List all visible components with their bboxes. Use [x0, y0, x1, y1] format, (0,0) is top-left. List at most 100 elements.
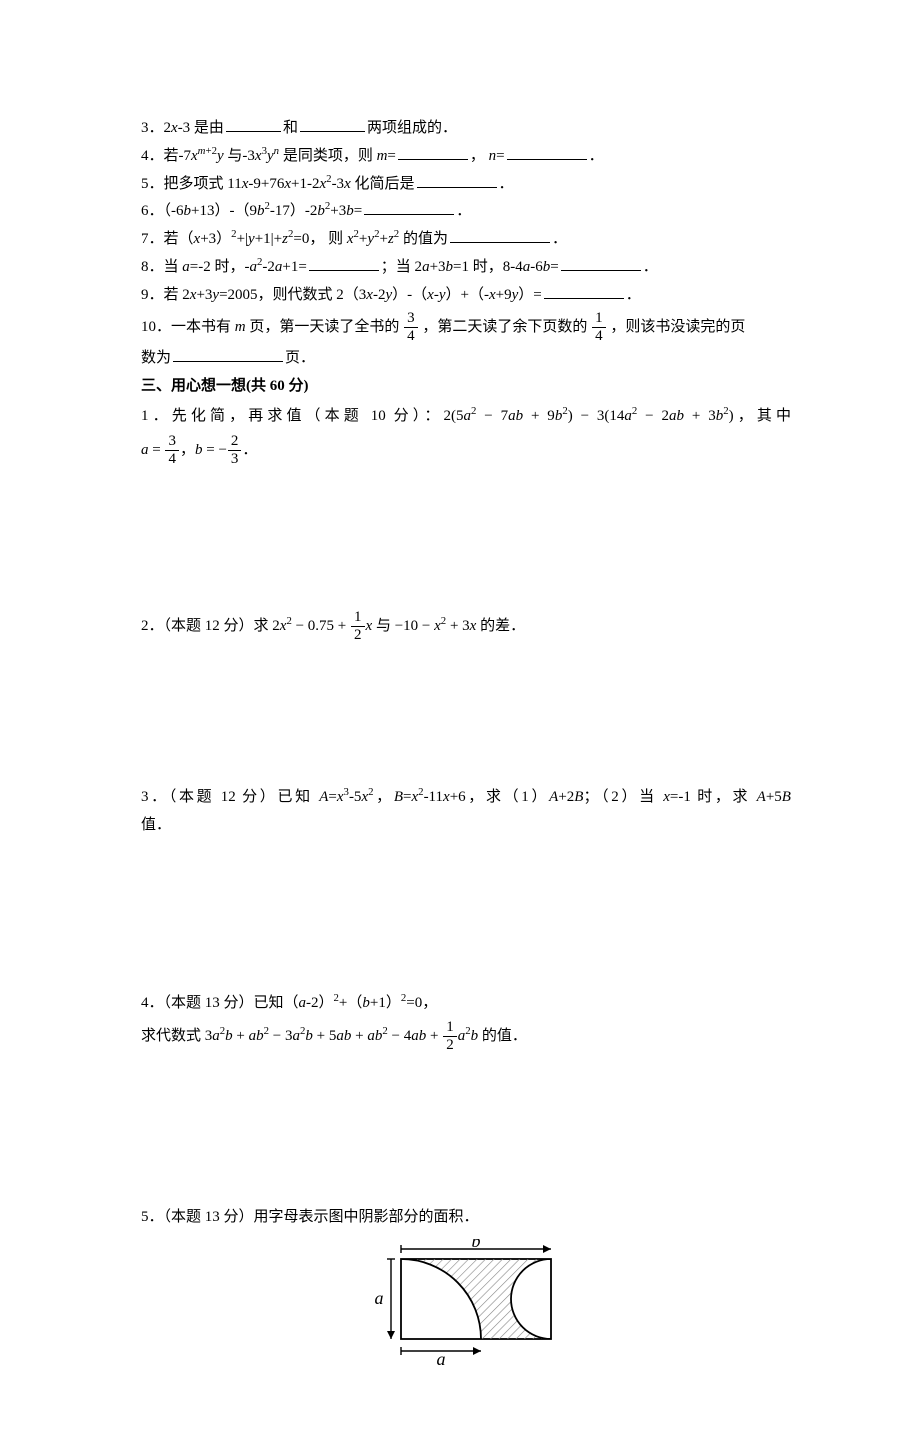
p4-t3: +（	[339, 995, 362, 1011]
q3-mid2: 和	[283, 120, 298, 136]
eq: =	[149, 442, 165, 458]
q7-t4: +1|+	[255, 231, 282, 247]
label-a-bottom: a	[437, 1349, 446, 1369]
p4-t5: =0，	[406, 995, 437, 1011]
p3-t1: 3．（本题 12 分）已知	[141, 789, 319, 805]
q10-t1: 10．一本书有	[141, 319, 235, 335]
var-m: m	[377, 148, 388, 164]
workspace-gap	[141, 644, 791, 784]
p2-t3: 的差．	[476, 618, 525, 634]
q9-t5: ）-（	[392, 287, 427, 303]
q3-tail: 两项组成的．	[367, 120, 457, 136]
p4-l2a: 求代数式	[141, 1028, 205, 1044]
q9-t7: ）+（-	[445, 287, 488, 303]
var-x: x	[284, 176, 291, 192]
q7-t2: +3）	[200, 231, 231, 247]
var-x: x	[427, 287, 434, 303]
fraction: 14	[592, 311, 606, 344]
comma: ，	[374, 789, 394, 805]
question-4: 4．若-7xm+2y 与-3x3yn 是同类项，则 m=， n=．	[141, 143, 791, 171]
q9-t1: 9．若 2	[141, 287, 190, 303]
var-m: m	[235, 319, 246, 335]
var-B: B	[782, 789, 791, 805]
q6-end: ．	[456, 203, 471, 219]
fraction: 34	[404, 311, 418, 344]
q8-t5: ；当 2	[381, 259, 422, 275]
problem-4-line1: 4．（本题 13 分）已知（a-2）2+（b+1）2=0，	[141, 990, 791, 1018]
q7-t3: +|	[237, 231, 248, 247]
var-a: a	[249, 259, 257, 275]
q4-mid2: 是同类项，则	[279, 148, 377, 164]
problem-2: 2．（本题 12 分）求 2x2 − 0.75 + 12x 与 −10 − x2…	[141, 608, 791, 644]
q8-t6: +3	[430, 259, 446, 275]
blank	[544, 282, 624, 299]
q4-mid1: 与-3	[224, 148, 255, 164]
q6-t3: -17）-2	[270, 203, 318, 219]
q6-t4: +3	[330, 203, 346, 219]
var-b: b	[346, 203, 354, 219]
problem-3-line1: 3．（本题 12 分）已知 A=x3-5x2，B=x2-11x+6，求（1）A+…	[141, 784, 791, 812]
blank	[507, 143, 587, 160]
var-b: b	[317, 203, 325, 219]
question-3: 3．2x-3 是由和两项组成的．	[141, 115, 791, 143]
p4-l2b: 的值．	[478, 1028, 527, 1044]
var-x: x	[663, 789, 670, 805]
var-b: b	[446, 259, 454, 275]
figure-wrapper: b a a	[141, 1239, 791, 1380]
problem-3-line2: 值．	[141, 812, 791, 840]
q9-t8: +9	[496, 287, 512, 303]
question-7: 7．若（x+3）2+|y+1|+z2=0， 则 x2+y2+z2 的值为．	[141, 226, 791, 254]
num: 1	[351, 610, 365, 627]
q5-tail: 化简后是	[351, 176, 415, 192]
problem-1-line1: 1．先化简，再求值（本题 10 分）：2(5a2 − 7ab + 9b2) − …	[141, 401, 791, 433]
num: 1	[592, 311, 606, 328]
q9-t3: =2005，则代数式 2（3	[219, 287, 366, 303]
blank	[300, 115, 365, 132]
question-8: 8．当 a=-2 时，-a2-2a+1=；当 2a+3b=1 时，8-4a-6b…	[141, 254, 791, 282]
blank	[450, 226, 550, 243]
shaded-area-diagram: b a a	[361, 1239, 571, 1369]
question-9: 9．若 2x+3y=2005，则代数式 2（3x-2y）-（x-y）+（-x+9…	[141, 282, 791, 310]
minus: -5	[349, 789, 362, 805]
var-x: x	[337, 789, 344, 805]
q7-end: ．	[552, 231, 567, 247]
den: 4	[592, 328, 606, 344]
p2-expr2: −10 − x2 + 3x	[395, 618, 477, 634]
fraction: 12	[443, 1020, 457, 1053]
b2: +6，求（1）	[450, 789, 549, 805]
q5-mid3: -3	[332, 176, 345, 192]
q8-t4: +1=	[282, 259, 306, 275]
num: 3	[404, 311, 418, 328]
var-A: A	[757, 789, 766, 805]
blank	[417, 171, 497, 188]
den: 2	[443, 1037, 457, 1053]
q4-tail: ．	[589, 148, 604, 164]
var-y: y	[217, 148, 224, 164]
q8-t3: -2	[262, 259, 275, 275]
q8-t8: -6	[530, 259, 543, 275]
eq: =	[387, 148, 395, 164]
fraction: 12	[351, 610, 365, 643]
xv: =-1 时，求	[670, 789, 757, 805]
blank	[226, 115, 281, 132]
question-10-line2: 数为页．	[141, 345, 791, 373]
num: 1	[443, 1020, 457, 1037]
document-page: 3．2x-3 是由和两项组成的． 4．若-7xm+2y 与-3x3yn 是同类项…	[0, 0, 920, 1440]
eq: =	[496, 148, 504, 164]
q5-mid: -9+76	[248, 176, 284, 192]
var-b: b	[362, 995, 370, 1011]
p2-expr1: 2x2 − 0.75 +	[272, 618, 350, 634]
q6-t5: =	[354, 203, 362, 219]
q8-end: ．	[643, 259, 658, 275]
q8-t2: =-2 时，-	[190, 259, 250, 275]
den: 3	[228, 451, 242, 467]
p2-t2: 与	[372, 618, 395, 634]
eq: =	[328, 789, 336, 805]
var-a: a	[299, 995, 307, 1011]
var-a: a	[422, 259, 430, 275]
label-a-left: a	[375, 1288, 384, 1308]
blank	[561, 254, 641, 271]
var-x: x	[347, 231, 354, 247]
eq: = −	[202, 442, 226, 458]
var-x: x	[255, 148, 262, 164]
